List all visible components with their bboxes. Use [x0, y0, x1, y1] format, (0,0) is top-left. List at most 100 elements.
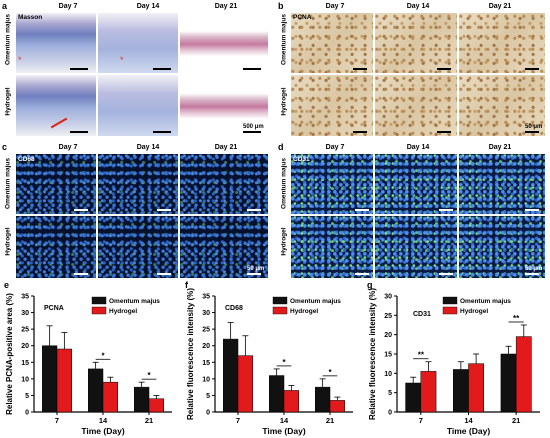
panel-letter-b: b [278, 1, 284, 11]
scale-bar [525, 68, 539, 70]
cd31-omentum-day14 [375, 154, 457, 214]
asterisk-marker: * [18, 55, 22, 65]
y-tick-label: 20 [384, 332, 392, 339]
y-tick-label: 5 [206, 393, 210, 400]
pcna-omentum-day14 [375, 13, 457, 73]
scale-bar [525, 273, 539, 275]
row-label-a-1: Omentum majus [4, 14, 12, 65]
stain-label-b: PCNA [293, 14, 312, 21]
y-tick-label: 35 [21, 294, 29, 301]
legend-label: Omentum majus [460, 298, 511, 305]
x-tick-label: 14 [280, 416, 289, 425]
pcna-omentum-day21 [459, 13, 545, 73]
bar-omentum [88, 368, 104, 413]
cd31-hydrogel-day7 [291, 216, 373, 278]
bar-omentum [223, 338, 239, 413]
scale-text-b: 50 μm [525, 124, 543, 130]
y-tick-label: 30 [21, 310, 29, 317]
y-axis-label: Relative fluorescence intensity (%) [368, 288, 377, 420]
day-label-b-3: Day 21 [488, 3, 512, 10]
day-label-c-3: Day 21 [214, 144, 238, 151]
y-tick-label: 0 [388, 410, 392, 417]
scale-bar [153, 131, 171, 133]
significance-mark: * [101, 351, 105, 360]
cd31-omentum-day21 [459, 154, 545, 214]
legend-label: Hydrogel [109, 308, 137, 315]
scale-bar [355, 273, 369, 275]
panel-letter-d: d [278, 142, 284, 152]
day-label-a-1: Day 7 [58, 3, 78, 10]
y-tick-label: 15 [384, 352, 392, 359]
y-tick-label: 20 [21, 343, 29, 350]
legend-swatch-omentum [442, 296, 458, 305]
y-tick-label: 25 [384, 313, 392, 320]
scale-bar [74, 209, 88, 211]
panel-letter-a: a [2, 1, 8, 11]
scale-bar [525, 209, 539, 211]
bar-hydrogel [237, 355, 253, 413]
bar-hydrogel [515, 336, 532, 413]
y-tick-label: 10 [202, 376, 210, 383]
bar-charts: e 0 5 10 15 20 25 30 35 Relative PCNA-positive ar… [4, 280, 540, 436]
masson-omentum-day14 [98, 13, 178, 73]
x-tick-label: 7 [236, 416, 240, 425]
x-tick-label: 7 [55, 416, 59, 425]
cd68-hydrogel-day21 [180, 216, 268, 278]
y-tick-label: 15 [21, 360, 29, 367]
bar-omentum [315, 386, 331, 413]
legend-swatch-hydrogel [272, 306, 288, 315]
bar-omentum [452, 369, 469, 413]
chart-label: CD68 [225, 305, 243, 312]
significance-mark: * [328, 368, 332, 377]
bar-hydrogel [148, 398, 164, 413]
x-axis-label: Time (Day) [81, 426, 124, 436]
cd68-hydrogel-day7 [16, 216, 96, 278]
scale-bar [525, 131, 539, 133]
y-tick-label: 10 [21, 376, 29, 383]
day-label-c-2: Day 14 [136, 144, 160, 151]
legend-label: Omentum majus [109, 298, 160, 305]
scale-bar [153, 68, 171, 70]
bar-hydrogel [329, 400, 345, 413]
masson-hydrogel-day21 [180, 75, 268, 136]
scale-bar [439, 209, 453, 211]
y-tick-label: 5 [388, 390, 392, 397]
chart-panel-letter: e [4, 280, 9, 290]
stain-label-c: CD68 [18, 156, 35, 163]
y-tick-label: 35 [202, 294, 210, 301]
scale-bar [247, 209, 261, 211]
scale-bar [70, 131, 88, 133]
x-axis-label: Time (Day) [262, 426, 305, 436]
legend-swatch-omentum [272, 296, 288, 305]
row-label-b-2: Hydrogel [280, 87, 288, 116]
cd31-omentum-day7 [291, 154, 373, 214]
y-axis-label: Relative PCNA-positive area (%) [5, 293, 14, 415]
chart-label: PCNA [44, 305, 64, 312]
scale-bar [437, 68, 451, 70]
scale-bar [437, 131, 451, 133]
cd68-omentum-day21 [180, 154, 268, 214]
y-tick-label: 25 [202, 327, 210, 334]
bar-hydrogel [102, 381, 118, 413]
legend-label: Hydrogel [460, 308, 488, 315]
cd68-omentum-day7 [16, 154, 96, 214]
bar-omentum [500, 353, 517, 413]
scale-bar [353, 68, 367, 70]
y-axis-label: Relative fluorescence intensity (%) [186, 288, 195, 420]
cd31-hydrogel-day21 [459, 216, 545, 278]
y-tick-label: 0 [206, 410, 210, 417]
y-tick-label: 0 [25, 410, 29, 417]
bar-hydrogel [420, 371, 437, 413]
panel-letter-c: c [2, 142, 8, 152]
asterisk-marker: * [120, 55, 124, 65]
cd31-hydrogel-day14 [375, 216, 457, 278]
y-tick-label: 10 [384, 371, 392, 378]
significance-mark: * [282, 358, 286, 367]
scale-bar [70, 68, 88, 70]
bar-omentum [269, 375, 285, 413]
legend-swatch-omentum [91, 296, 107, 305]
bar-hydrogel [283, 390, 299, 413]
bar-omentum [405, 382, 422, 413]
x-tick-label: 21 [145, 416, 153, 425]
bar-hydrogel [56, 348, 72, 413]
